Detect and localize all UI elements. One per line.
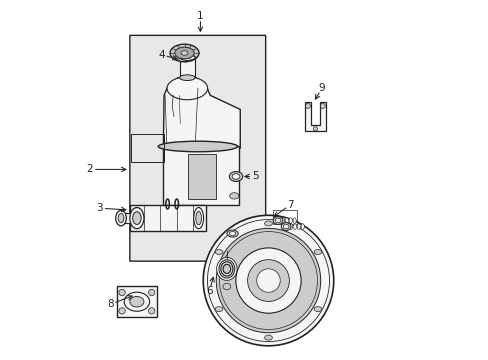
- Ellipse shape: [193, 207, 203, 229]
- Text: 6: 6: [205, 286, 212, 296]
- Ellipse shape: [229, 231, 235, 235]
- Circle shape: [256, 269, 280, 292]
- Ellipse shape: [297, 224, 300, 229]
- Ellipse shape: [116, 210, 126, 226]
- Ellipse shape: [264, 335, 272, 340]
- Polygon shape: [130, 205, 205, 231]
- Text: 7: 7: [286, 200, 293, 210]
- Ellipse shape: [216, 257, 237, 280]
- Bar: [131, 134, 164, 162]
- Ellipse shape: [285, 218, 288, 224]
- Ellipse shape: [158, 141, 237, 152]
- Ellipse shape: [232, 174, 240, 179]
- Ellipse shape: [292, 218, 296, 224]
- Text: 9: 9: [318, 83, 325, 93]
- Polygon shape: [163, 78, 240, 148]
- Ellipse shape: [301, 224, 304, 229]
- Ellipse shape: [118, 213, 123, 223]
- Ellipse shape: [219, 260, 234, 278]
- Bar: [116, 286, 157, 317]
- Text: 2: 2: [86, 165, 93, 174]
- Ellipse shape: [223, 264, 230, 274]
- Ellipse shape: [170, 44, 199, 62]
- Circle shape: [247, 260, 289, 301]
- Ellipse shape: [313, 307, 321, 311]
- Ellipse shape: [181, 51, 188, 55]
- Ellipse shape: [283, 224, 288, 229]
- Ellipse shape: [221, 262, 232, 276]
- Ellipse shape: [272, 217, 283, 224]
- Circle shape: [313, 127, 317, 131]
- Ellipse shape: [264, 221, 272, 226]
- Ellipse shape: [281, 218, 284, 224]
- Ellipse shape: [223, 283, 230, 290]
- Ellipse shape: [130, 296, 143, 307]
- Ellipse shape: [179, 75, 195, 81]
- Ellipse shape: [289, 224, 292, 229]
- Ellipse shape: [132, 212, 141, 224]
- Ellipse shape: [215, 249, 223, 255]
- Ellipse shape: [179, 54, 195, 60]
- Circle shape: [148, 289, 155, 296]
- Ellipse shape: [226, 230, 238, 237]
- Text: 3: 3: [96, 203, 103, 213]
- Ellipse shape: [229, 171, 242, 181]
- Circle shape: [235, 248, 301, 313]
- Ellipse shape: [215, 307, 223, 311]
- Ellipse shape: [167, 77, 207, 100]
- Circle shape: [320, 103, 325, 108]
- Ellipse shape: [130, 207, 143, 229]
- Circle shape: [216, 228, 320, 333]
- Text: 1: 1: [197, 11, 203, 21]
- Text: 8: 8: [107, 299, 114, 309]
- Ellipse shape: [229, 193, 238, 199]
- Circle shape: [148, 308, 155, 314]
- Bar: [163, 147, 239, 205]
- Polygon shape: [130, 35, 265, 261]
- Text: 4: 4: [158, 50, 164, 60]
- Ellipse shape: [281, 223, 290, 230]
- Ellipse shape: [288, 218, 292, 224]
- Circle shape: [119, 308, 125, 314]
- Bar: [188, 154, 216, 199]
- Bar: [117, 213, 138, 223]
- Circle shape: [119, 289, 125, 296]
- Ellipse shape: [195, 211, 201, 225]
- Bar: [179, 57, 195, 78]
- Polygon shape: [305, 102, 325, 131]
- Ellipse shape: [175, 47, 194, 59]
- Circle shape: [203, 215, 333, 346]
- Ellipse shape: [293, 224, 296, 229]
- Ellipse shape: [275, 218, 280, 223]
- Ellipse shape: [313, 249, 321, 255]
- Circle shape: [305, 103, 310, 108]
- Text: 5: 5: [251, 171, 258, 181]
